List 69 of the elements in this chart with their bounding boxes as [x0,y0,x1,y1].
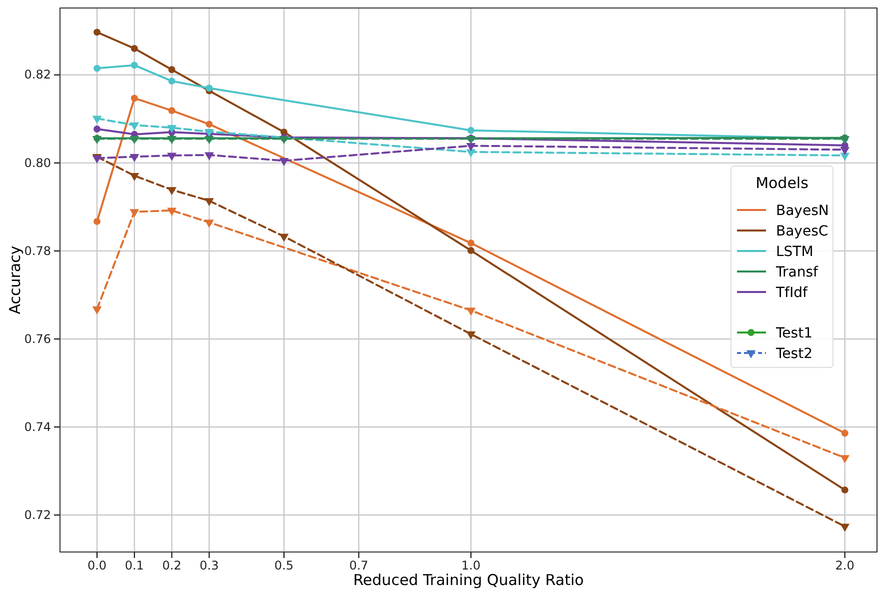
x-tick-label: 0.7 [349,558,368,573]
point [206,84,213,92]
point [466,308,476,316]
point [130,94,138,102]
point [130,172,140,182]
point [130,209,140,218]
point [466,331,476,340]
x-tick-label: 0.0 [87,558,107,573]
legend-label: Test1 [775,326,812,342]
point [206,120,213,128]
legend-label: Transf [775,264,819,280]
point [94,126,100,133]
point [840,152,850,161]
point [840,147,850,156]
x-tick-label: 0.5 [274,558,294,573]
point [94,218,100,225]
point [466,143,476,152]
legend-label: BayesN [776,203,829,219]
point [466,149,476,158]
y-axis-title: Accuracy [6,246,24,314]
point [130,154,140,162]
point [167,208,176,216]
point [204,136,214,144]
point [130,136,140,144]
x-tick-label: 0.2 [162,558,182,573]
point [279,158,289,166]
point [167,125,176,134]
y-tick-label: 0.74 [24,420,51,434]
x-tick-label: 1.0 [461,558,480,573]
point [204,220,214,228]
point [167,187,176,196]
point [92,136,102,144]
point [467,247,474,254]
x-tick-label: 0.3 [200,558,219,573]
point [94,28,100,36]
point [167,136,176,144]
point [841,430,848,437]
point [467,240,474,246]
x-axis-title: Reduced Training Quality Ratio [353,571,584,589]
point [279,136,289,144]
point [168,78,176,85]
y-tick-label: 0.78 [24,244,51,258]
point [130,45,138,52]
y-tick-label: 0.80 [24,156,51,170]
point [204,152,214,160]
legend-label: BayesC [776,224,828,240]
legend-label: TfIdf [775,285,808,301]
x-tick-label: 2.0 [835,558,854,573]
point [130,62,138,69]
y-tick-label: 0.76 [24,332,51,346]
point [840,524,850,532]
point [168,66,176,74]
point [168,107,176,114]
legend-label: Test2 [775,346,812,362]
legend-label: LSTM [776,244,814,260]
point [92,306,102,314]
point [279,234,289,242]
point [466,136,476,144]
legend-title: Models [756,174,809,192]
point [467,126,474,134]
y-tick-label: 0.72 [24,508,51,522]
point [130,122,140,130]
point [92,116,102,124]
point [204,198,214,206]
point [840,455,850,464]
x-tick-label: 0.1 [124,558,144,573]
point [167,152,176,161]
y-tick-label: 0.82 [24,68,51,82]
point [94,64,100,72]
